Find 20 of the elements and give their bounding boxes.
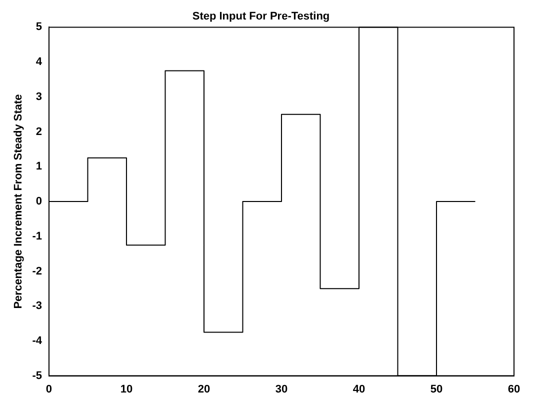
y-tick-label: -5	[32, 370, 42, 382]
y-tick-label: 1	[36, 160, 42, 173]
x-tick-label: 40	[352, 383, 366, 396]
y-tick-label: 5	[36, 21, 42, 34]
x-tick-label: 30	[275, 383, 288, 396]
x-tick-label: 50	[430, 383, 443, 396]
y-tick-label: -4	[32, 334, 43, 347]
y-tick-label: 2	[36, 126, 42, 138]
x-tick-label: 20	[198, 383, 210, 396]
x-tick-label: 60	[508, 383, 520, 396]
y-tick-label: -2	[32, 265, 42, 278]
x-tick-label: 0	[46, 383, 52, 396]
y-tick-label: -3	[32, 300, 42, 312]
x-tick-label: 10	[120, 383, 133, 396]
chart-title: Step Input For Pre-Testing	[192, 10, 330, 23]
y-tick-label: 0	[36, 196, 42, 208]
y-tick-label: 3	[36, 90, 42, 103]
y-tick-label: 4	[36, 56, 43, 68]
y-tick-label: -1	[32, 230, 42, 242]
y-axis-title: Percentage Increment From Steady State	[12, 94, 25, 309]
